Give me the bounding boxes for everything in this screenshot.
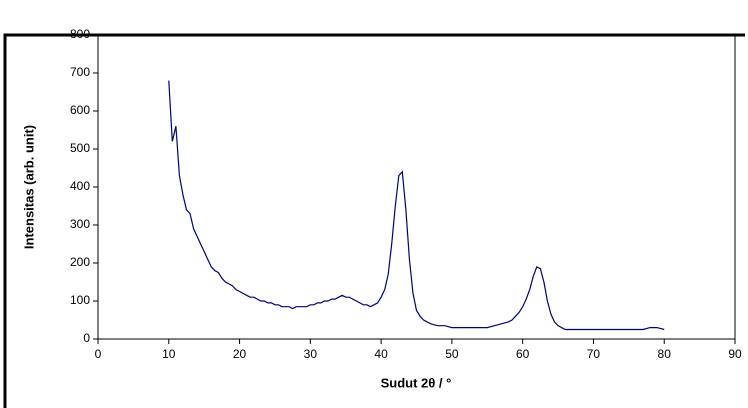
y-tick-label: 600 — [70, 103, 90, 117]
x-tick-label: 90 — [728, 347, 742, 361]
y-tick-label: 700 — [70, 65, 90, 79]
x-tick-label: 40 — [374, 347, 388, 361]
x-tick-label: 60 — [516, 347, 530, 361]
y-tick-label: 200 — [70, 255, 90, 269]
x-tick-label: 20 — [233, 347, 247, 361]
data-line — [168, 80, 665, 331]
x-tick-label: 30 — [304, 347, 318, 361]
y-tick-label: 300 — [70, 217, 90, 231]
x-axis-label: Sudut 2θ / ° — [381, 375, 452, 390]
y-tick-label: 100 — [70, 293, 90, 307]
x-tick-label: 80 — [658, 347, 672, 361]
y-tick-label: 500 — [70, 141, 90, 155]
y-axis-label: Intensitas (arb. unit) — [21, 125, 36, 249]
x-tick-label: 0 — [95, 347, 102, 361]
y-tick-label: 0 — [83, 331, 90, 345]
y-tick-label: 400 — [70, 179, 90, 193]
x-tick-label: 50 — [445, 347, 459, 361]
x-tick-label: 70 — [587, 347, 601, 361]
x-tick-label: 10 — [162, 347, 176, 361]
y-tick-label: 800 — [70, 27, 90, 41]
